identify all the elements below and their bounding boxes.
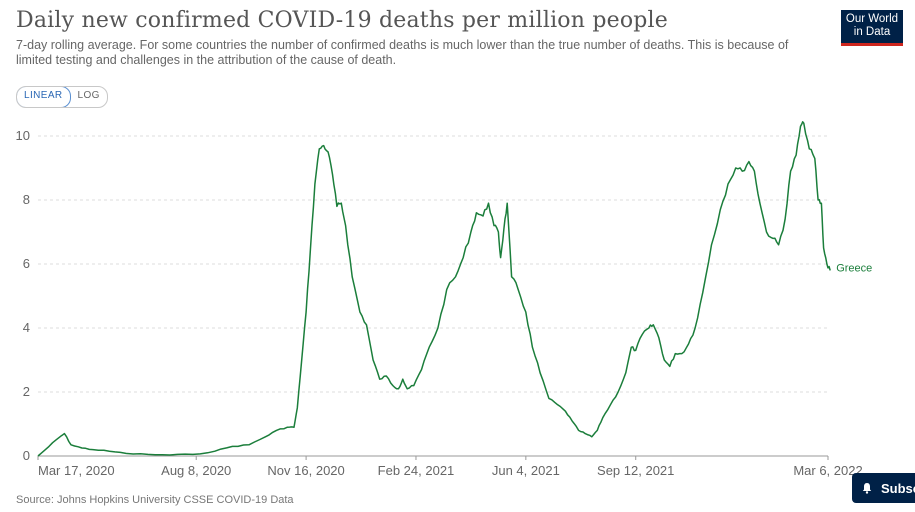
y-tick-label: 0 xyxy=(23,448,30,463)
logo-line-1: Our World xyxy=(845,13,899,25)
series-label-greece[interactable]: Greece xyxy=(836,262,872,274)
subscribe-button[interactable]: Subsc xyxy=(852,473,915,503)
scale-toggle: LINEAR LOG xyxy=(16,86,108,108)
y-tick-label: 4 xyxy=(23,320,30,335)
source-note: Source: Johns Hopkins University CSSE CO… xyxy=(16,494,294,506)
log-scale-button[interactable]: LOG xyxy=(77,90,100,101)
x-tick-label: Nov 16, 2020 xyxy=(267,463,344,478)
y-tick-label: 2 xyxy=(23,384,30,399)
y-tick-label: 8 xyxy=(23,192,30,207)
linear-scale-button[interactable]: LINEAR xyxy=(16,87,71,107)
x-tick-label: Mar 6, 2022 xyxy=(793,463,862,478)
x-tick-label: Jun 4, 2021 xyxy=(492,463,560,478)
chart-title: Daily new confirmed COVID-19 deaths per … xyxy=(16,8,669,33)
bell-icon xyxy=(862,483,872,494)
x-tick-label: Mar 17, 2020 xyxy=(38,463,115,478)
chart-grid xyxy=(38,135,828,457)
y-tick-label: 6 xyxy=(23,256,30,271)
x-tick-label: Feb 24, 2021 xyxy=(378,463,455,478)
line-chart: 0 2 4 6 8 10 Mar 17, 2020 Aug 8, 2020 Nov 16, 2… xyxy=(16,121,872,478)
logo-line-2: in Data xyxy=(853,26,891,38)
series-line-greece xyxy=(37,121,831,457)
x-axis-ticks: Mar 17, 2020 Aug 8, 2020 Nov 16, 2020 Feb 2… xyxy=(37,456,863,478)
owid-logo[interactable]: Our World in Data xyxy=(841,10,903,46)
x-tick-label: Sep 12, 2021 xyxy=(597,463,674,478)
x-tick-label: Aug 8, 2020 xyxy=(161,463,231,478)
subscribe-label: Subsc xyxy=(881,480,915,496)
y-tick-label: 10 xyxy=(16,128,30,143)
chart-subtitle: 7-day rolling average. For some countrie… xyxy=(16,38,789,67)
y-axis-ticks: 0 2 4 6 8 10 xyxy=(16,128,30,463)
